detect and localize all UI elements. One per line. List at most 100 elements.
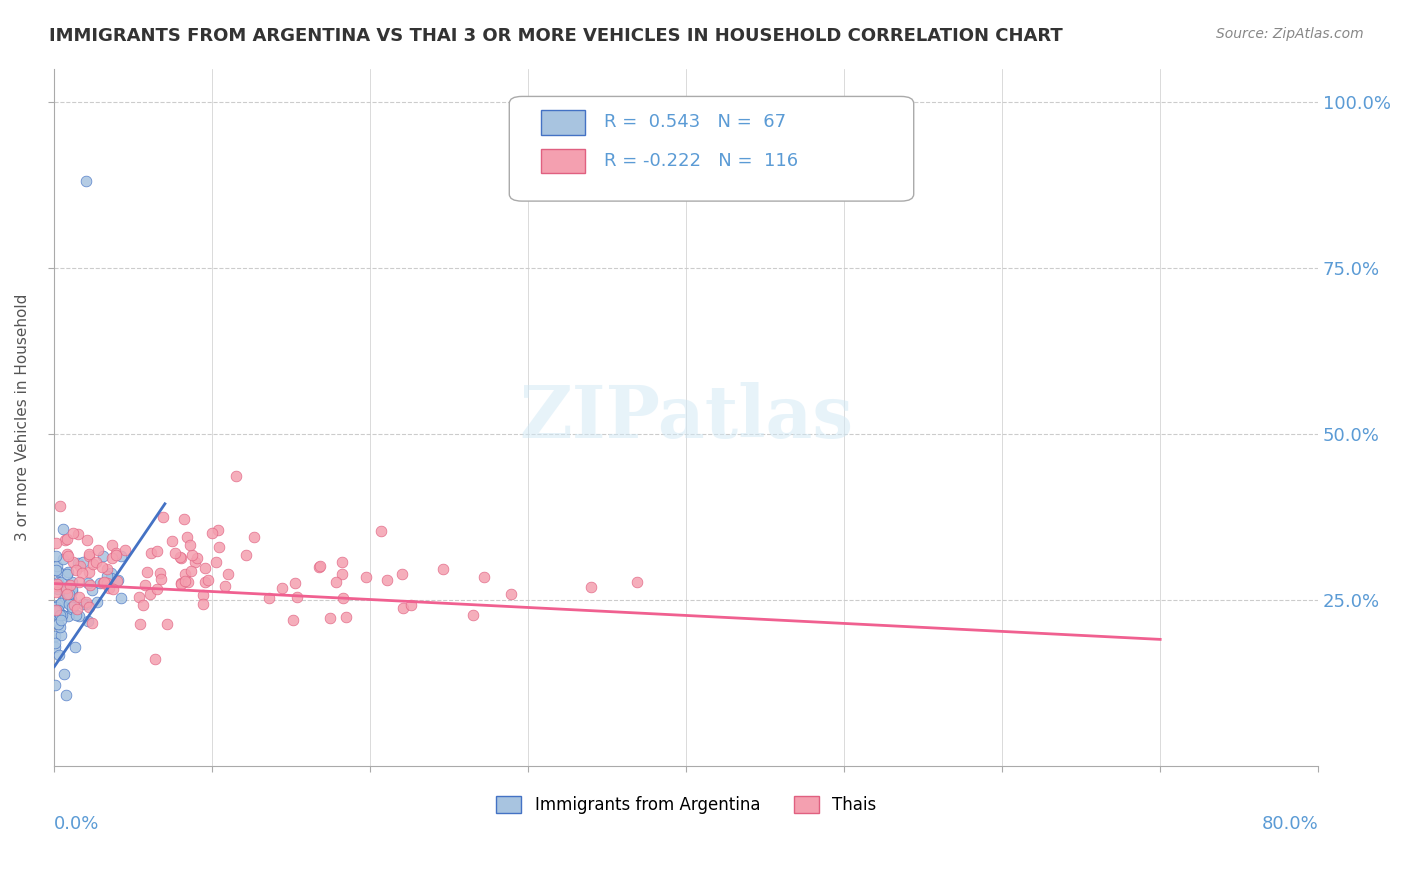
Point	[160, 533, 183, 548]
Point	[257, 591, 280, 606]
Point	[46, 616, 69, 631]
Point	[194, 574, 217, 589]
Point	[60, 582, 83, 597]
Point	[201, 526, 224, 541]
Point	[63, 598, 86, 612]
Point	[191, 597, 214, 611]
Point	[370, 524, 392, 538]
Point	[56, 549, 79, 563]
Point	[330, 555, 353, 569]
Point	[156, 616, 179, 631]
Point	[96, 562, 118, 576]
Y-axis label: 3 or more Vehicles in Household: 3 or more Vehicles in Household	[15, 293, 30, 541]
Point	[208, 540, 231, 554]
Point	[170, 576, 193, 591]
Point	[63, 640, 86, 654]
Text: R = -0.222   N =  116: R = -0.222 N = 116	[605, 152, 799, 169]
Point	[58, 587, 80, 601]
Point	[62, 526, 84, 541]
Point	[49, 613, 72, 627]
Point	[84, 555, 107, 569]
Point	[46, 598, 69, 612]
Point	[60, 574, 83, 589]
Text: Source: ZipAtlas.com: Source: ZipAtlas.com	[1216, 27, 1364, 41]
Point	[499, 587, 522, 601]
Point	[60, 583, 83, 598]
Point	[191, 588, 214, 602]
Point	[48, 606, 70, 620]
FancyBboxPatch shape	[541, 111, 585, 135]
Point	[72, 555, 94, 569]
Legend: Immigrants from Argentina, Thais: Immigrants from Argentina, Thais	[489, 789, 883, 821]
Point	[105, 546, 128, 560]
Point	[110, 549, 132, 564]
Point	[432, 562, 454, 576]
Point	[45, 579, 67, 593]
Point	[45, 549, 67, 563]
Point	[399, 598, 422, 612]
Point	[134, 578, 156, 592]
Point	[45, 603, 67, 617]
Point	[170, 577, 193, 591]
Point	[53, 590, 76, 604]
Point	[335, 610, 357, 624]
Point	[76, 576, 98, 591]
Point	[472, 570, 495, 584]
Point	[48, 603, 70, 617]
Point	[45, 600, 67, 615]
Point	[55, 547, 77, 561]
Point	[46, 564, 69, 578]
Text: 80.0%: 80.0%	[1261, 815, 1319, 833]
Point	[179, 538, 201, 552]
Point	[49, 607, 72, 622]
Point	[58, 565, 80, 579]
Point	[89, 576, 111, 591]
Point	[51, 608, 73, 623]
Point	[284, 575, 307, 590]
Point	[45, 563, 67, 577]
Point	[67, 574, 90, 589]
Point	[80, 616, 103, 631]
Point	[58, 597, 80, 611]
Point	[194, 561, 217, 575]
Point	[129, 617, 152, 632]
Point	[461, 608, 484, 623]
Point	[101, 551, 124, 566]
Point	[579, 580, 602, 594]
Point	[65, 601, 87, 615]
Point	[55, 688, 77, 702]
Point	[56, 532, 79, 546]
Point	[283, 613, 305, 627]
Point	[181, 548, 204, 562]
Point	[184, 555, 207, 569]
Point	[271, 581, 294, 595]
Point	[44, 604, 66, 618]
Text: ZIPatlas: ZIPatlas	[519, 382, 853, 453]
Point	[128, 591, 150, 605]
Point	[149, 566, 172, 581]
Point	[44, 678, 66, 692]
FancyBboxPatch shape	[509, 96, 914, 201]
FancyBboxPatch shape	[541, 149, 585, 173]
Point	[97, 581, 120, 595]
Point	[49, 620, 72, 634]
Point	[70, 566, 93, 580]
Point	[51, 596, 73, 610]
Point	[141, 546, 163, 560]
Point	[46, 559, 69, 574]
Point	[319, 611, 342, 625]
Point	[107, 573, 129, 587]
Point	[67, 590, 90, 604]
Point	[180, 564, 202, 578]
Point	[48, 499, 70, 513]
Point	[330, 567, 353, 582]
Point	[60, 601, 83, 615]
Point	[392, 601, 415, 615]
Point	[104, 548, 127, 562]
Point	[235, 548, 257, 562]
Point	[53, 584, 76, 599]
Text: 0.0%: 0.0%	[55, 815, 100, 833]
Point	[82, 583, 104, 598]
Point	[46, 582, 69, 596]
Point	[69, 559, 91, 574]
